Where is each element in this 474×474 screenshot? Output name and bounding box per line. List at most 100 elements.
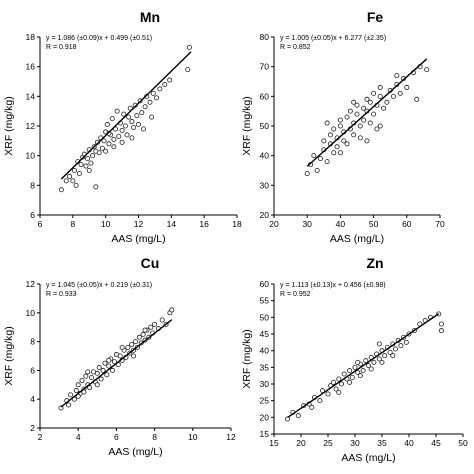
data-point xyxy=(93,148,99,154)
x-tick-label: 50 xyxy=(458,438,468,448)
data-point xyxy=(371,90,377,96)
data-point xyxy=(131,353,137,359)
data-point xyxy=(371,111,377,117)
data-point xyxy=(414,96,420,102)
data-point xyxy=(76,170,82,176)
data-point xyxy=(81,389,87,395)
data-point xyxy=(438,328,444,334)
y-tick-label: 30 xyxy=(260,379,270,389)
data-point xyxy=(109,116,115,122)
data-point xyxy=(106,357,112,363)
data-point xyxy=(330,379,336,385)
data-point xyxy=(337,117,343,123)
data-point xyxy=(68,392,74,398)
scatter-panel-fe: 20 30 40 50 60 70 20 30 40 50 60 70 80 AAS (mg/L) XRF … xyxy=(241,9,445,245)
data-point xyxy=(338,381,344,387)
y-tick-label: 20 xyxy=(260,210,270,220)
x-tick-label: 8 xyxy=(152,432,157,442)
data-point xyxy=(377,93,383,99)
regression-line xyxy=(306,58,428,167)
data-point xyxy=(66,402,72,408)
data-point xyxy=(73,182,79,188)
data-point xyxy=(324,120,330,126)
data-point xyxy=(379,359,385,365)
data-point xyxy=(387,349,393,355)
data-point xyxy=(381,105,387,111)
data-point xyxy=(295,413,301,419)
y-tick-label: 8 xyxy=(30,337,35,347)
panel-title: Fe xyxy=(367,9,384,25)
data-point xyxy=(344,141,350,147)
data-point xyxy=(85,369,91,375)
data-point xyxy=(390,353,396,359)
y-tick-label: 10 xyxy=(26,308,36,318)
data-point xyxy=(111,144,117,150)
data-point xyxy=(139,110,145,116)
data-point xyxy=(403,339,409,345)
y-tick-label: 4 xyxy=(30,394,35,404)
data-point xyxy=(363,358,369,364)
correlation-coefficient: R = 0.852 xyxy=(280,44,311,51)
y-tick-label: 14 xyxy=(26,91,36,101)
data-point xyxy=(367,99,373,105)
data-point xyxy=(83,163,89,169)
data-point xyxy=(361,117,367,123)
data-point xyxy=(374,126,380,132)
data-point xyxy=(79,377,85,383)
data-point xyxy=(354,102,360,108)
y-tick-label: 50 xyxy=(260,312,270,322)
y-axis-label: XRF (mg/kg) xyxy=(241,329,253,389)
data-point xyxy=(325,391,331,397)
data-point xyxy=(124,132,130,138)
data-point xyxy=(349,374,355,380)
y-tick-label: 80 xyxy=(260,32,270,42)
data-point xyxy=(331,150,337,156)
data-point xyxy=(351,99,357,105)
data-point xyxy=(327,132,333,138)
y-tick-label: 45 xyxy=(260,329,270,339)
y-tick-label: 16 xyxy=(26,62,36,72)
data-point xyxy=(157,86,163,92)
x-tick-label: 10 xyxy=(101,219,111,229)
data-point xyxy=(357,373,363,379)
data-point xyxy=(367,120,373,126)
data-point xyxy=(324,159,330,165)
data-point xyxy=(63,178,69,184)
data-point xyxy=(167,77,173,83)
y-tick-label: 10 xyxy=(26,151,36,161)
y-tick-label: 6 xyxy=(30,365,35,375)
data-point xyxy=(365,363,371,369)
correlation-coefficient: R = 0.952 xyxy=(280,291,311,298)
data-point xyxy=(100,367,106,373)
data-point xyxy=(89,375,95,381)
x-axis-label: AAS (mg/L) xyxy=(108,446,162,458)
data-point xyxy=(75,382,81,388)
panel-title: Cu xyxy=(141,255,160,271)
x-tick-label: 20 xyxy=(296,438,306,448)
data-point xyxy=(361,105,367,111)
data-point xyxy=(438,321,444,327)
data-point xyxy=(147,99,153,105)
y-tick-label: 25 xyxy=(260,396,270,406)
y-tick-label: 40 xyxy=(260,346,270,356)
y-tick-label: 18 xyxy=(26,32,36,42)
data-point xyxy=(360,368,366,374)
data-point xyxy=(121,111,127,117)
x-tick-label: 12 xyxy=(226,432,236,442)
data-point xyxy=(355,369,361,375)
data-point xyxy=(85,156,91,162)
data-point xyxy=(341,138,347,144)
data-point xyxy=(122,123,128,129)
data-point xyxy=(357,123,363,129)
data-point xyxy=(110,367,116,373)
data-point xyxy=(159,317,165,323)
data-point xyxy=(119,127,125,133)
data-point xyxy=(78,162,84,168)
data-point xyxy=(397,90,403,96)
x-tick-label: 10 xyxy=(188,432,198,442)
data-point xyxy=(314,167,320,173)
data-point xyxy=(347,379,353,385)
x-tick-label: 40 xyxy=(336,219,346,229)
data-point xyxy=(135,122,141,128)
data-point xyxy=(357,135,363,141)
